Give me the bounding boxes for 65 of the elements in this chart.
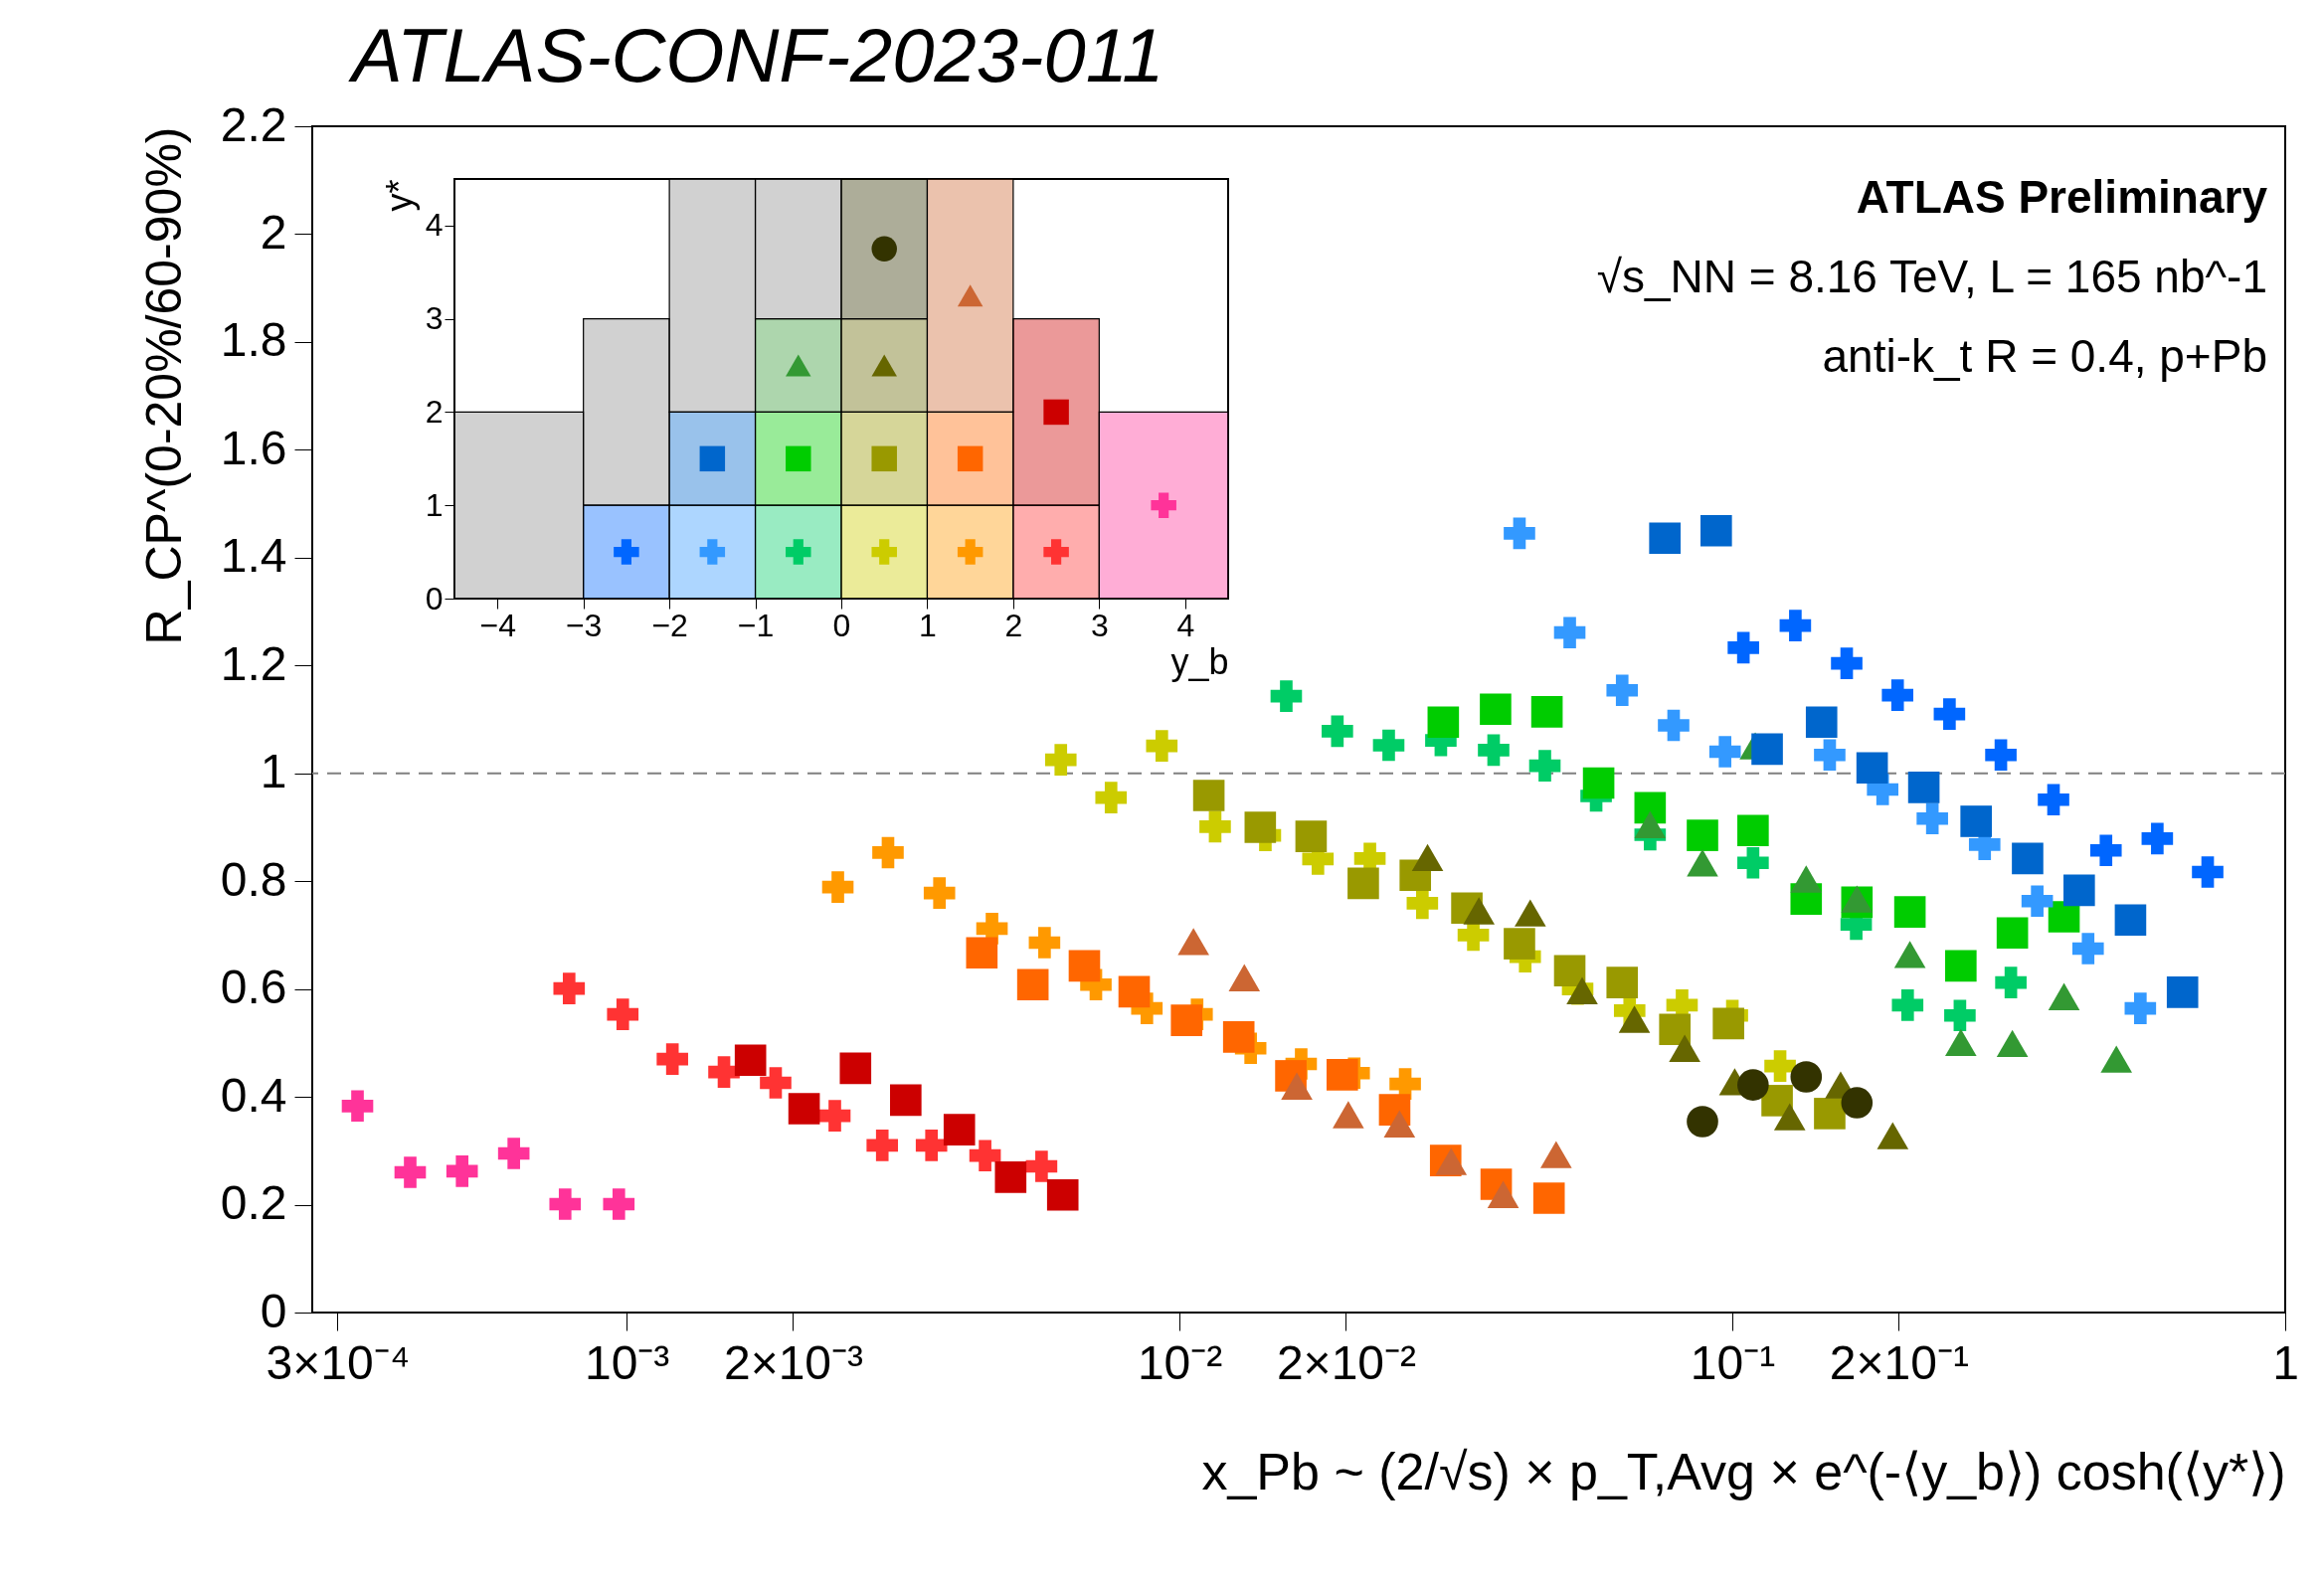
point [1043,399,1069,426]
point [871,236,897,263]
y-tick-label: 1.6 [220,421,287,474]
y-tick-label: 4 [425,207,444,244]
bar [668,504,757,600]
x-tick-label: 2×10⁻¹ [1829,1335,1969,1389]
x-tick-label: −4 [479,607,516,643]
bar [754,411,842,506]
y-tick-label: 1 [260,745,287,798]
y-axis-title: R_CP^(0-20%/60-90%) [135,126,192,645]
bar [926,411,1014,506]
bar [840,411,929,506]
bar [840,318,929,414]
bar [754,178,842,320]
y-tick-label: 2.2 [220,97,287,151]
y-tick-label: 0 [260,1284,287,1337]
x-tick-label: 1 [919,607,937,643]
x-tick-label: 10⁻² [1137,1335,1223,1389]
x-tick-label: 10⁻¹ [1690,1335,1776,1389]
x-tick-label: −1 [737,607,775,643]
x-tick-label: 3×10⁻⁴ [266,1335,411,1389]
y-tick-label: 1.2 [220,636,287,690]
x-tick-label: 2 [1004,607,1023,643]
x-axis-title: y_b [1170,640,1229,682]
bar [668,178,757,414]
x-tick-label: 0 [832,607,851,643]
annotation: √s_NN = 8.16 TeV, L = 165 nb^-1 [1596,251,2267,302]
x-axis-title: x_Pb ~ (2/√s) × p_T,Avg × e^(-⟨y_b⟩) cosh(⟨y*⟩) [1201,1442,2286,1500]
y-tick-label: 2 [425,393,444,430]
y-tick-label: 0 [425,580,444,616]
point [1151,492,1176,518]
x-tick-label: 2×10⁻³ [723,1335,864,1389]
y-tick-label: 1.8 [220,313,287,367]
bar [840,178,929,320]
x-tick-label: −3 [565,607,603,643]
y-tick-label: 2 [260,205,287,259]
bar [754,504,842,600]
y-tick-label: 1 [425,486,444,523]
x-tick-label: 1 [2272,1335,2299,1389]
bar [1012,504,1100,600]
bar [754,318,842,414]
y-axis-title: y* [378,179,420,212]
x-tick-label: 10⁻³ [584,1335,670,1389]
x-tick-label: 2×10⁻² [1276,1335,1417,1389]
x-tick-label: −2 [651,607,688,643]
y-tick-label: 1.4 [220,529,287,583]
y-tick-label: 0.8 [220,852,287,906]
annotation: anti-k_t R = 0.4, p+Pb [1822,330,2267,382]
bar [926,504,1014,600]
y-tick-label: 0.4 [220,1068,287,1122]
bar [583,504,670,600]
annotation: ATLAS Preliminary [1856,171,2268,223]
chart-title: ATLAS-CONF-2023-011 [348,13,1164,97]
bar [1098,411,1229,600]
bar [668,411,757,506]
y-tick-label: 0.6 [220,961,287,1014]
x-tick-label: 4 [1176,607,1195,643]
y-tick-label: 0.2 [220,1176,287,1230]
bar [926,178,1014,414]
point [957,284,983,307]
bar [1012,318,1100,506]
bar [583,318,670,506]
y-tick-label: 3 [425,300,444,337]
x-tick-label: 3 [1090,607,1109,643]
bar [840,504,929,600]
